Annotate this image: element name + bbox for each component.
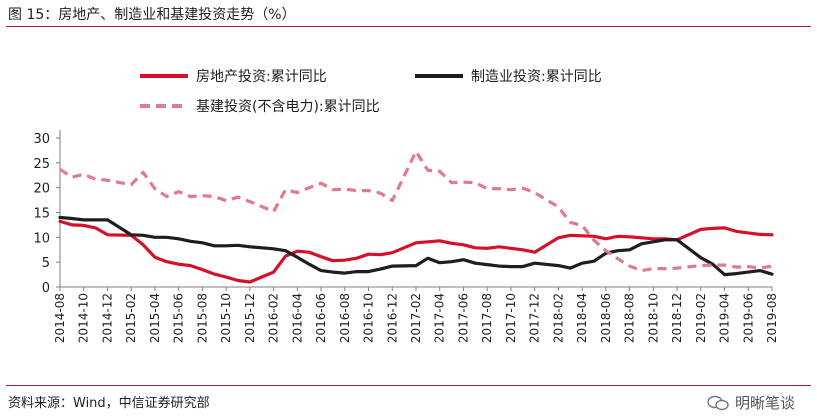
- x-tick-label: 2018-04: [575, 293, 589, 343]
- x-tick-label: 2019-02: [694, 293, 708, 343]
- y-tick-label: 0: [42, 281, 50, 296]
- y-tick-label: 20: [33, 182, 50, 197]
- x-tick-label: 2016-06: [314, 293, 328, 343]
- x-tick-label: 2015-04: [148, 293, 162, 343]
- top-rule: [6, 26, 811, 27]
- y-tick-label: 30: [33, 132, 50, 147]
- x-tick-label: 2017-10: [504, 293, 518, 343]
- watermark: 明晰笔谈: [707, 392, 795, 413]
- legend-label-2: 制造业投资:累计同比: [471, 69, 602, 85]
- x-tick-label: 2014-10: [77, 293, 91, 343]
- series-line-3: [59, 149, 773, 273]
- y-tick-label: 15: [33, 207, 50, 222]
- x-tick-label: 2018-02: [551, 293, 565, 343]
- x-tick-label: 2017-08: [480, 293, 494, 343]
- x-tick-label: 2016-08: [338, 293, 352, 343]
- y-tick-label: 10: [33, 231, 50, 246]
- bottom-rule: [6, 385, 811, 386]
- watermark-text: 明晰笔谈: [734, 394, 795, 412]
- x-tick-label: 2016-10: [362, 293, 376, 343]
- y-tick-label: 25: [33, 157, 50, 172]
- x-tick-label: 2017-04: [433, 293, 447, 343]
- x-tick-label: 2016-02: [267, 293, 281, 343]
- x-tick-label: 2015-10: [219, 293, 233, 343]
- x-tick-label: 2017-06: [456, 293, 470, 343]
- x-tick-label: 2015-06: [172, 293, 186, 343]
- x-tick-label: 2017-02: [409, 293, 423, 343]
- x-tick-label: 2015-08: [195, 293, 209, 343]
- source-note: 资料来源：Wind，中信证券研究部: [8, 396, 210, 411]
- x-tick-label: 2014-12: [100, 293, 114, 343]
- x-tick-label: 2016-12: [385, 293, 399, 343]
- x-tick-label: 2018-06: [599, 293, 613, 343]
- legend-label-1: 房地产投资:累计同比: [196, 69, 327, 85]
- x-tick-label: 2014-08: [53, 293, 67, 343]
- figure-title: 图 15：房地产、制造业和基建投资走势（%）: [8, 7, 296, 23]
- chart-series: [58, 149, 774, 284]
- x-tick-label: 2019-04: [718, 293, 732, 343]
- x-tick-label: 2015-02: [124, 293, 138, 343]
- x-tick-label: 2018-12: [670, 293, 684, 343]
- wechat-icon: [707, 395, 729, 410]
- legend-label-3: 基建投资(不含电力):累计同比: [196, 98, 380, 115]
- x-tick-label: 2017-12: [528, 293, 542, 343]
- x-tick-label: 2019-08: [765, 293, 779, 343]
- x-tick-label: 2018-08: [623, 293, 637, 343]
- chart-axes: 0 5 10 15 20 25 30 2014-08 2014-10 2014-12 2015-02…: [33, 130, 779, 343]
- x-tick-label: 2016-04: [290, 293, 304, 343]
- series-line-2: [58, 215, 774, 277]
- x-tick-label: 2019-06: [741, 293, 755, 343]
- x-tick-label: 2015-12: [243, 293, 257, 343]
- y-tick-label: 5: [42, 256, 50, 271]
- x-tick-label: 2018-10: [646, 293, 660, 343]
- series-line-1: [58, 219, 774, 284]
